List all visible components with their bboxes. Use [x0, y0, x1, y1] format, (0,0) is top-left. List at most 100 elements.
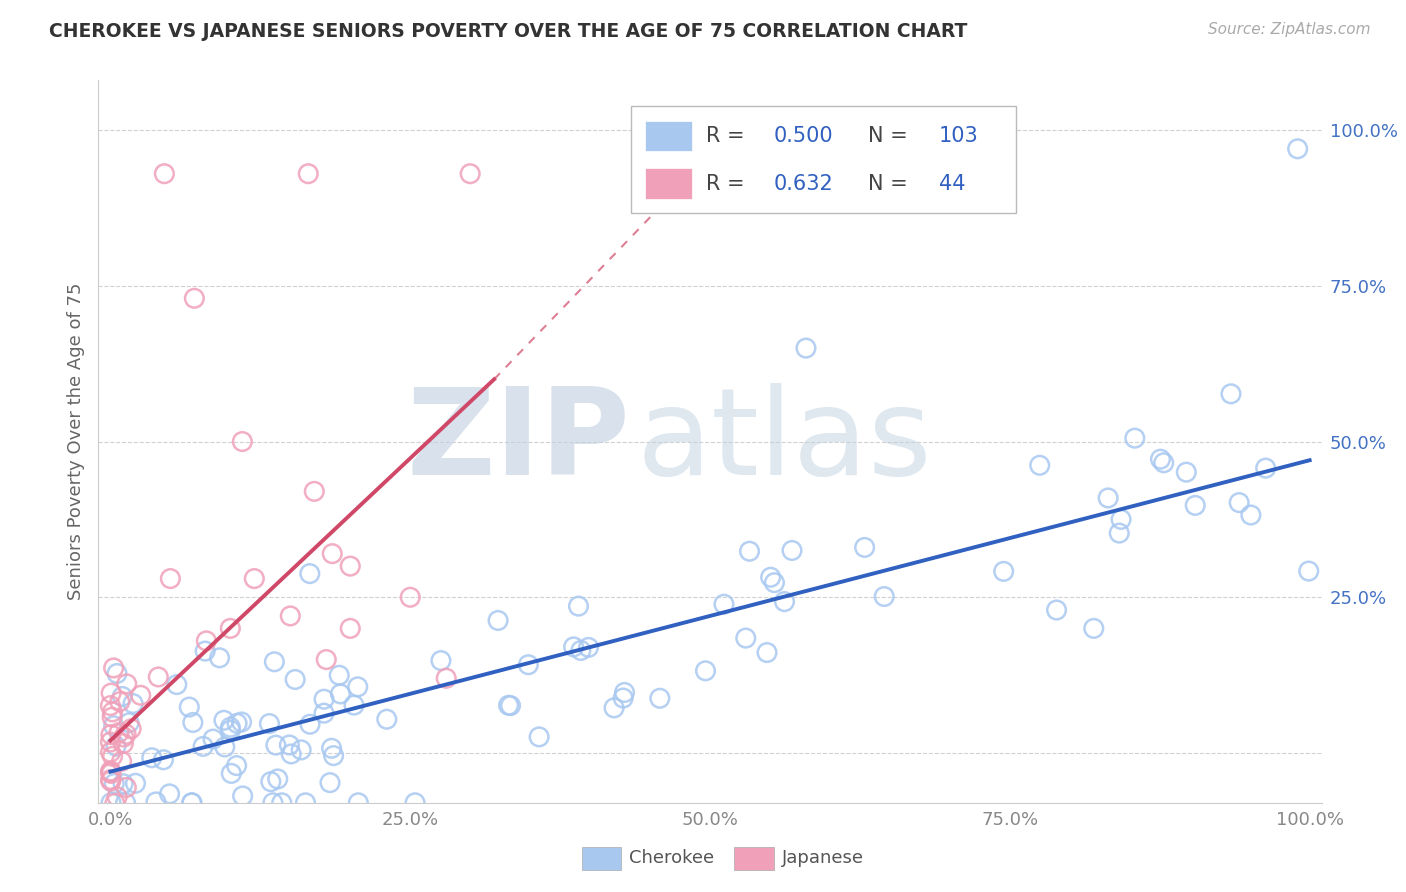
FancyBboxPatch shape — [630, 105, 1015, 212]
Text: N =: N = — [868, 174, 914, 194]
Text: 0.500: 0.500 — [773, 126, 834, 146]
Point — [122, 697, 145, 711]
Point — [105, 666, 128, 681]
Point — [100, 765, 122, 780]
Text: 44: 44 — [939, 174, 966, 194]
FancyBboxPatch shape — [645, 120, 692, 151]
Point — [101, 705, 124, 719]
Point — [1149, 452, 1171, 467]
Point — [100, 686, 122, 700]
Point — [278, 609, 301, 624]
Point — [270, 796, 292, 810]
Point — [322, 748, 344, 763]
Point — [264, 738, 287, 752]
Point — [100, 796, 122, 810]
Point — [278, 738, 301, 752]
Text: Source: ZipAtlas.com: Source: ZipAtlas.com — [1208, 22, 1371, 37]
Point — [260, 774, 283, 789]
Point — [567, 599, 589, 614]
Point — [219, 723, 242, 738]
Point — [194, 644, 217, 658]
Point — [108, 695, 131, 709]
Point — [180, 796, 202, 810]
Point — [1083, 621, 1105, 635]
Point — [1254, 461, 1277, 475]
Point — [1123, 431, 1146, 445]
Point — [219, 720, 242, 734]
Point — [298, 566, 321, 581]
Point — [100, 764, 122, 778]
Point — [1240, 508, 1263, 522]
Point — [284, 673, 307, 687]
Point — [232, 789, 254, 803]
Point — [319, 775, 342, 789]
Point — [695, 664, 717, 678]
Text: ZIP: ZIP — [406, 383, 630, 500]
Point — [124, 776, 146, 790]
Point — [773, 594, 796, 608]
Point — [499, 698, 522, 713]
Point — [1286, 142, 1309, 156]
Point — [112, 777, 135, 791]
Point — [112, 730, 135, 744]
Point — [115, 677, 138, 691]
Text: R =: R = — [706, 126, 752, 146]
Point — [103, 661, 125, 675]
Point — [304, 484, 326, 499]
Point — [195, 633, 218, 648]
Point — [713, 597, 735, 611]
Point — [114, 796, 136, 810]
Point — [263, 655, 285, 669]
Point — [329, 687, 352, 701]
Point — [404, 796, 426, 810]
Text: Japanese: Japanese — [782, 849, 865, 867]
Point — [152, 753, 174, 767]
Point — [226, 716, 249, 731]
Point — [118, 715, 141, 730]
Point — [328, 668, 350, 682]
Point — [104, 797, 127, 811]
Point — [183, 291, 205, 305]
Point — [110, 754, 132, 768]
Point — [430, 654, 453, 668]
Point — [527, 730, 550, 744]
Point — [290, 743, 312, 757]
Point — [648, 691, 671, 706]
Point — [734, 631, 756, 645]
Text: CHEROKEE VS JAPANESE SENIORS POVERTY OVER THE AGE OF 75 CORRELATION CHART: CHEROKEE VS JAPANESE SENIORS POVERTY OVE… — [49, 22, 967, 41]
Point — [339, 559, 361, 574]
Point — [873, 590, 896, 604]
Point — [1108, 526, 1130, 541]
Y-axis label: Seniors Poverty Over the Age of 75: Seniors Poverty Over the Age of 75 — [66, 283, 84, 600]
Point — [115, 780, 138, 795]
Point — [159, 572, 181, 586]
Point — [1227, 495, 1250, 509]
Point — [101, 710, 124, 724]
Point — [129, 688, 152, 702]
Point — [100, 745, 122, 759]
Point — [181, 715, 204, 730]
Point — [112, 736, 135, 750]
Point — [111, 690, 134, 704]
Point — [225, 758, 247, 772]
Point — [993, 565, 1015, 579]
FancyBboxPatch shape — [645, 169, 692, 199]
Point — [399, 591, 422, 605]
Point — [1298, 564, 1320, 578]
Point — [101, 749, 124, 764]
Point — [853, 541, 876, 555]
Point — [191, 739, 214, 754]
Point — [578, 640, 600, 655]
Point — [738, 544, 761, 558]
Point — [103, 776, 125, 790]
FancyBboxPatch shape — [582, 847, 620, 870]
Point — [375, 712, 398, 726]
Point — [312, 706, 335, 721]
Point — [267, 772, 290, 786]
Text: 103: 103 — [939, 126, 979, 146]
Point — [115, 727, 138, 741]
Point — [243, 572, 266, 586]
Point — [100, 698, 122, 713]
Point — [145, 795, 167, 809]
Point — [180, 796, 202, 810]
